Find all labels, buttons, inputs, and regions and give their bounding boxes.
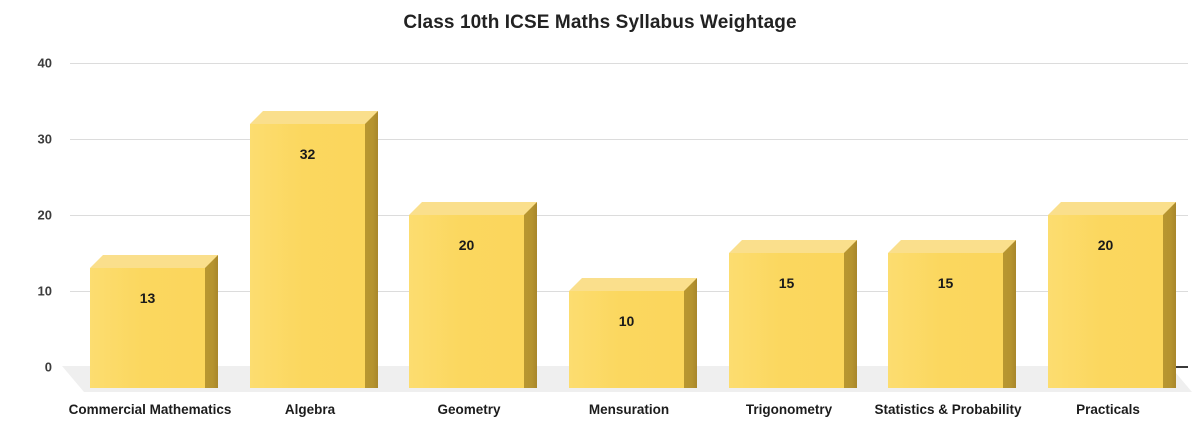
bar-front-face xyxy=(729,253,844,388)
bar-column[interactable] xyxy=(250,111,378,388)
bar-front-face xyxy=(250,124,365,388)
bar-front-face xyxy=(90,268,205,388)
bar-front-face xyxy=(569,291,684,388)
bar-column[interactable] xyxy=(90,255,218,388)
bar-top-face xyxy=(888,240,1016,253)
bar-side-face xyxy=(1163,202,1176,388)
gridline-20 xyxy=(70,214,1188,216)
y-axis-tick-label: 0 xyxy=(44,359,52,375)
bar-side-face xyxy=(205,255,218,388)
x-axis-category-label: Geometry xyxy=(437,402,501,417)
bar-front-face xyxy=(1048,215,1163,388)
x-axis-category-label: Practicals xyxy=(1076,402,1140,417)
bar-side-face xyxy=(684,278,697,388)
gridline-40 xyxy=(70,62,1188,64)
bar-side-face xyxy=(1003,240,1016,388)
bar-side-face xyxy=(365,111,378,388)
bar-top-face xyxy=(90,255,218,268)
bar-side-face xyxy=(524,202,537,388)
bar-column[interactable] xyxy=(888,240,1016,388)
bar-top-face xyxy=(409,202,537,215)
bar-front-face xyxy=(409,215,524,388)
y-axis-tick-label: 10 xyxy=(37,283,52,299)
chart-title: Class 10th ICSE Maths Syllabus Weightage xyxy=(403,12,797,33)
bar-side-face xyxy=(844,240,857,388)
y-axis-tick-label: 30 xyxy=(37,131,52,147)
bar-column[interactable] xyxy=(1048,202,1176,388)
bar-column[interactable] xyxy=(729,240,857,388)
x-axis-category-label: Algebra xyxy=(284,402,336,417)
bar-top-face xyxy=(729,240,857,253)
x-axis-category-label: Statistics & Probability xyxy=(874,402,1022,417)
x-axis-category-label: Trigonometry xyxy=(745,402,833,417)
bar-top-face xyxy=(569,278,697,291)
bar-column[interactable] xyxy=(569,278,697,388)
bar-top-face xyxy=(1048,202,1176,215)
x-axis-category-label: Commercial Mathematics xyxy=(68,402,232,417)
bar-column[interactable] xyxy=(409,202,537,388)
bar-front-face xyxy=(888,253,1003,388)
y-axis-tick-label: 20 xyxy=(37,207,52,223)
bar-top-face xyxy=(250,111,378,124)
y-axis-tick-label: 40 xyxy=(37,55,52,71)
gridline-30 xyxy=(70,138,1188,140)
x-axis-category-label: Mensuration xyxy=(588,402,670,417)
